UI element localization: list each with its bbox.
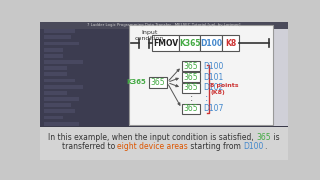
Text: 365: 365 (256, 133, 271, 142)
Bar (182, 104, 200, 114)
Bar (182, 83, 200, 93)
Bar (44, 72, 79, 76)
Bar (40, 126, 288, 131)
Text: starting from: starting from (188, 142, 244, 151)
Text: 365: 365 (184, 83, 198, 92)
Text: D100: D100 (200, 39, 222, 48)
Bar (40, 22, 129, 129)
Text: eight device areas: eight device areas (117, 142, 188, 151)
Text: Input
condition: Input condition (135, 30, 164, 41)
Bar (200, 35, 222, 51)
Text: K8: K8 (225, 39, 236, 48)
Text: FMOV: FMOV (153, 39, 178, 48)
Bar (152, 35, 179, 51)
Text: D102: D102 (203, 83, 223, 92)
Bar (44, 109, 67, 113)
Text: 365: 365 (184, 73, 198, 82)
Bar (44, 66, 83, 70)
Bar (129, 25, 273, 125)
Bar (40, 22, 288, 28)
Bar (44, 116, 75, 119)
Bar (182, 72, 200, 82)
Bar (44, 97, 79, 101)
Bar (179, 35, 200, 51)
Bar (148, 77, 167, 88)
Text: K365: K365 (126, 79, 146, 85)
Text: D100: D100 (203, 62, 223, 71)
Bar (44, 35, 83, 39)
Bar (268, 22, 288, 129)
Text: D101: D101 (203, 73, 223, 82)
Text: 365: 365 (184, 62, 198, 71)
Bar (40, 127, 288, 160)
Bar (44, 122, 67, 126)
Text: K365: K365 (179, 39, 200, 48)
Bar (44, 79, 67, 82)
Text: :: : (189, 93, 193, 103)
Bar (44, 85, 63, 89)
Text: In this example, when the input condition is satisfied,: In this example, when the input conditio… (48, 133, 256, 142)
Text: 365: 365 (184, 104, 198, 113)
Bar (44, 54, 63, 58)
Bar (44, 60, 79, 64)
Bar (44, 42, 71, 46)
Bar (182, 61, 200, 71)
Text: D100: D100 (244, 142, 264, 151)
Text: 365: 365 (150, 78, 165, 87)
Text: is: is (271, 133, 280, 142)
Text: D107: D107 (203, 104, 223, 113)
Text: transferred to: transferred to (62, 142, 117, 151)
Text: :: : (205, 93, 208, 103)
Bar (222, 35, 239, 51)
Bar (44, 91, 83, 95)
Text: .: . (264, 142, 266, 151)
Bar (44, 103, 83, 107)
Bar (44, 29, 63, 33)
Bar (44, 48, 63, 52)
Text: 7 Ladder Logic Programming Data Transfer   MELSEC Tutorial [upl. by Lorimer]: 7 Ladder Logic Programming Data Transfer… (87, 23, 241, 27)
Text: 8 points
(K8): 8 points (K8) (211, 83, 239, 94)
